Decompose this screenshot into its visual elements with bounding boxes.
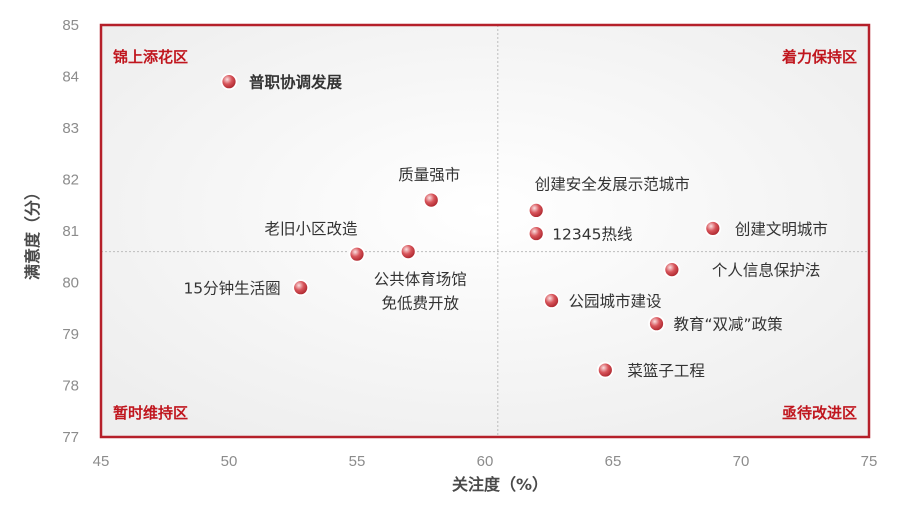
data-point-marker xyxy=(596,361,614,379)
data-point-marker xyxy=(399,243,417,261)
data-point-label: 普职协调发展 xyxy=(249,73,343,92)
data-point-marker xyxy=(663,261,681,279)
data-point-marker xyxy=(543,292,560,309)
data-point-label: 质量强市 xyxy=(398,166,460,184)
y-tick-label: 82 xyxy=(62,172,79,189)
data-point-marker xyxy=(220,73,238,91)
data-point-marker xyxy=(527,225,545,242)
data-point-label: 个人信息保护法 xyxy=(712,262,821,280)
y-tick-label: 84 xyxy=(62,69,79,86)
data-point-marker xyxy=(704,220,722,237)
quadrant-label-bottom-left: 暂时维持区 xyxy=(113,404,188,422)
data-point-label: 老旧小区改造 xyxy=(264,220,358,238)
x-tick-label: 55 xyxy=(349,453,366,470)
data-point-label: 创建文明城市 xyxy=(735,220,828,238)
y-axis-ticks: 77 78 79 80 81 82 83 84 85 xyxy=(62,17,79,446)
y-tick-label: 83 xyxy=(62,120,79,137)
x-tick-label: 60 xyxy=(477,453,494,470)
data-point-label: 公共体育场馆免低费开放 xyxy=(374,271,467,313)
data-point-label: 创建安全发展示范城市 xyxy=(535,175,690,193)
quadrant-label-bottom-right: 亟待改进区 xyxy=(782,404,857,422)
data-points xyxy=(220,73,722,379)
y-tick-label: 85 xyxy=(62,17,79,34)
y-tick-label: 79 xyxy=(62,326,79,343)
data-point-label: 15分钟生活圈 xyxy=(183,280,280,298)
data-point-marker xyxy=(527,201,545,219)
x-tick-label: 65 xyxy=(605,453,622,470)
plot-background xyxy=(101,25,869,437)
y-tick-label: 77 xyxy=(62,429,79,446)
data-point-marker xyxy=(422,191,440,209)
data-point-label: 教育“双减”政策 xyxy=(674,316,783,334)
y-axis-title: 满意度（分） xyxy=(23,184,42,280)
data-point-label: 菜篮子工程 xyxy=(627,362,705,380)
data-point-marker xyxy=(348,245,366,263)
data-point-marker xyxy=(648,315,665,333)
y-tick-label: 78 xyxy=(62,378,79,395)
data-point-label: 12345热线 xyxy=(552,226,632,244)
x-tick-label: 50 xyxy=(221,453,238,470)
y-tick-label: 81 xyxy=(62,223,79,240)
data-point-marker xyxy=(292,279,310,297)
data-point-label: 公园城市建设 xyxy=(569,293,662,311)
x-axis-ticks: 45 50 55 60 65 70 75 xyxy=(93,453,878,470)
x-tick-label: 75 xyxy=(861,453,878,470)
quadrant-dividers xyxy=(101,25,869,437)
quadrant-label-top-right: 着力保持区 xyxy=(781,48,857,66)
y-tick-label: 80 xyxy=(62,275,79,292)
x-axis-title: 关注度（%） xyxy=(452,475,548,494)
quadrant-frame xyxy=(99,23,871,439)
x-tick-label: 70 xyxy=(733,453,750,470)
x-tick-label: 45 xyxy=(93,453,110,470)
quadrant-label-top-left: 锦上添花区 xyxy=(113,48,188,66)
